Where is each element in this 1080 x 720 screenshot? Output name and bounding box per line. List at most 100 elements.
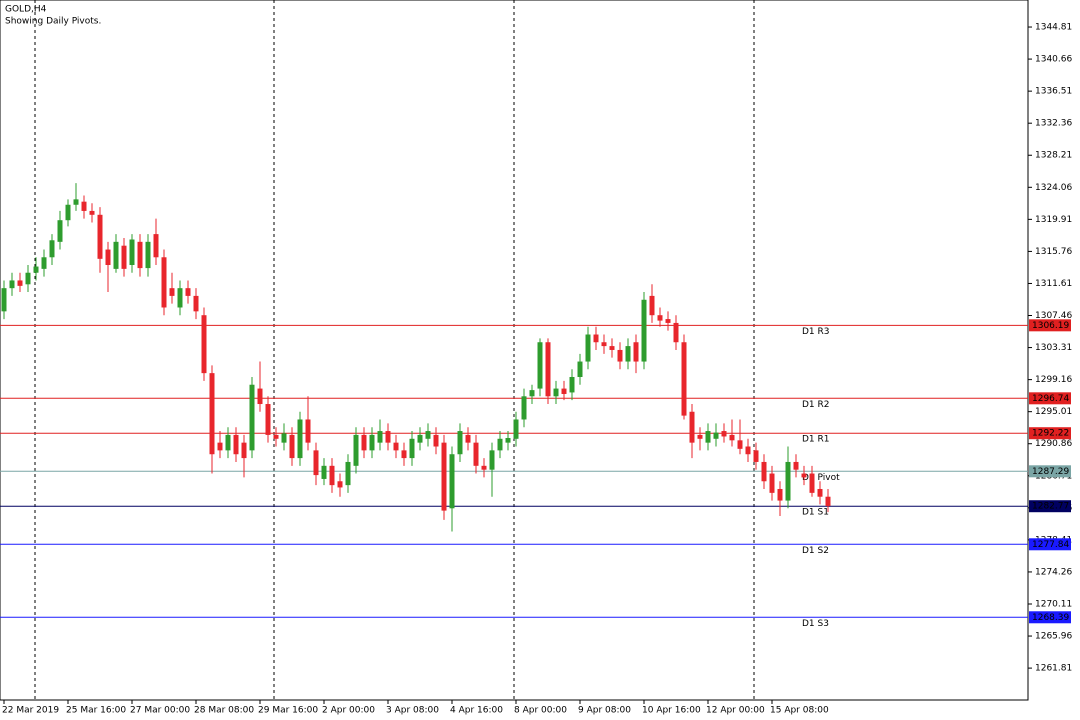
price-label: 1287.29 [1032,467,1069,477]
candle-body [569,376,575,393]
candle-body [9,280,15,289]
candle-body [649,295,655,316]
y-tick-label: 1340.66 [1035,55,1072,65]
candle-body [433,434,439,447]
price-label-box [1029,538,1071,551]
candle-body [97,214,103,259]
y-tick-label: 1274.26 [1035,567,1072,577]
candle-body [185,288,191,296]
candle-body [769,473,775,493]
x-tick-label: 25 Mar 16:00 [66,706,126,716]
candle-body [601,342,607,347]
candle-body [385,431,391,443]
candle-body [241,442,247,459]
candle-body [497,438,503,451]
candle-body [657,315,663,321]
y-tick-label: 1299.16 [1035,375,1072,385]
candle-body [761,461,767,482]
pivot-label: D1 S3 [802,619,829,629]
pivot-label: D1 S2 [802,546,829,556]
y-tick-label: 1307.46 [1035,311,1072,321]
candle-body [809,473,815,493]
candle-body [585,334,591,362]
candle-body [441,442,447,511]
candle-body [273,434,279,439]
x-tick-label: 28 Mar 08:00 [194,706,254,716]
candle-body [121,245,127,269]
candle-body [697,434,703,439]
candle-body [729,434,735,441]
candle-body [25,272,31,285]
chart-title: GOLD,H4 [5,5,47,15]
candle-body [393,442,399,451]
candle-body [17,280,23,286]
x-tick-label: 22 Mar 2019 [2,706,59,716]
candle-body [505,438,511,443]
candle-body [193,295,199,312]
price-label: 1296.74 [1032,394,1069,404]
candle-body [73,199,79,205]
price-label: 1277.84 [1032,540,1069,550]
candle-body [105,249,111,266]
candle-body [361,434,367,451]
candle-body [745,446,751,455]
candle-body [481,465,487,470]
price-label-box [1029,611,1071,624]
candle-body [401,450,407,459]
candle-body [777,488,783,501]
candle-body [329,465,335,486]
candle-body [625,346,631,362]
y-tick-label: 1303.31 [1035,343,1072,353]
candle-body [177,288,183,308]
candle-body [553,388,559,397]
x-tick-label: 4 Apr 16:00 [450,706,503,716]
candle-body [489,450,495,470]
x-tick-label: 2 Apr 00:00 [322,706,375,716]
x-tick-label: 8 Apr 00:00 [514,706,567,716]
x-tick-label: 9 Apr 08:00 [578,706,631,716]
candle-body [529,390,535,397]
candle-body [57,220,63,242]
candle-body [209,373,215,455]
candle-body [153,234,159,258]
price-label-box [1029,465,1071,478]
candle-body [233,434,239,455]
candle-body [297,419,303,459]
candle-body [465,434,471,443]
candle-body [1,288,7,312]
candle-body [129,239,135,266]
candle-body [265,404,271,435]
candle-body [561,388,567,394]
candle-body [473,442,479,466]
candle-body [713,432,719,439]
candle-body [577,361,583,377]
candle-body [457,431,463,455]
candle-body [425,431,431,439]
candle-body [65,204,71,221]
candle-body [353,434,359,466]
candle-body [617,349,623,362]
candle-body [377,431,383,443]
x-tick-label: 15 Apr 08:00 [770,706,829,716]
y-tick-label: 1324.06 [1035,183,1072,193]
candle-body [817,488,823,497]
candle-body [41,257,47,269]
candle-body [449,454,455,509]
candle-body [217,442,223,451]
candle-body [281,433,287,443]
x-tick-label: 12 Apr 00:00 [706,706,765,716]
candle-body [633,342,639,362]
candle-body [201,315,207,374]
candle-body [113,241,119,269]
pivot-label: D1 R2 [802,400,830,410]
y-tick-label: 1336.51 [1035,87,1072,97]
price-label: 1282.77 [1032,502,1069,512]
period-separators [34,0,755,700]
candle-body [721,431,727,437]
candle-body [169,288,175,296]
candle-body [337,481,343,488]
x-tick-label: 27 Mar 00:00 [130,706,190,716]
candle-body [49,240,55,258]
candle-body [313,450,319,476]
y-tick-label: 1261.81 [1035,664,1072,674]
